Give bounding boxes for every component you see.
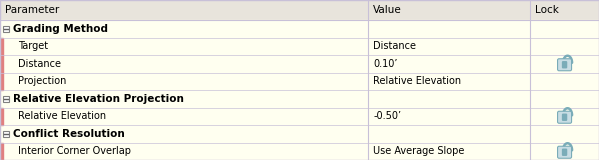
Bar — [0, 108, 599, 125]
Bar — [0, 0, 599, 20]
Text: Target: Target — [18, 41, 48, 51]
FancyBboxPatch shape — [3, 26, 9, 32]
Bar — [0, 108, 3, 125]
FancyBboxPatch shape — [3, 96, 9, 102]
Text: Parameter: Parameter — [5, 5, 59, 15]
Text: Interior Corner Overlap: Interior Corner Overlap — [18, 146, 131, 156]
Bar — [0, 55, 3, 72]
FancyBboxPatch shape — [562, 62, 567, 68]
FancyBboxPatch shape — [3, 131, 9, 137]
Bar — [0, 55, 599, 72]
Text: Relative Elevation: Relative Elevation — [18, 111, 106, 121]
Bar — [0, 125, 599, 143]
Bar — [0, 20, 599, 37]
Text: Conflict Resolution: Conflict Resolution — [13, 129, 125, 139]
Bar — [0, 90, 599, 108]
FancyBboxPatch shape — [558, 59, 571, 71]
FancyBboxPatch shape — [562, 149, 567, 155]
Text: Distance: Distance — [18, 59, 61, 69]
Text: Value: Value — [373, 5, 402, 15]
Text: Relative Elevation Projection: Relative Elevation Projection — [13, 94, 184, 104]
Text: 0.10’: 0.10’ — [373, 59, 398, 69]
Bar — [0, 143, 599, 160]
Bar — [0, 37, 3, 55]
Bar — [0, 37, 599, 55]
Text: Relative Elevation: Relative Elevation — [373, 76, 461, 86]
Text: -0.50’: -0.50’ — [373, 111, 401, 121]
Text: Grading Method: Grading Method — [13, 24, 108, 34]
Text: Distance: Distance — [373, 41, 416, 51]
Text: Projection: Projection — [18, 76, 66, 86]
FancyBboxPatch shape — [558, 111, 571, 123]
Bar — [0, 143, 3, 160]
Text: Lock: Lock — [535, 5, 559, 15]
Text: Use Average Slope: Use Average Slope — [373, 146, 465, 156]
Bar — [0, 72, 599, 90]
Bar — [0, 72, 3, 90]
FancyBboxPatch shape — [562, 114, 567, 120]
FancyBboxPatch shape — [558, 146, 571, 158]
